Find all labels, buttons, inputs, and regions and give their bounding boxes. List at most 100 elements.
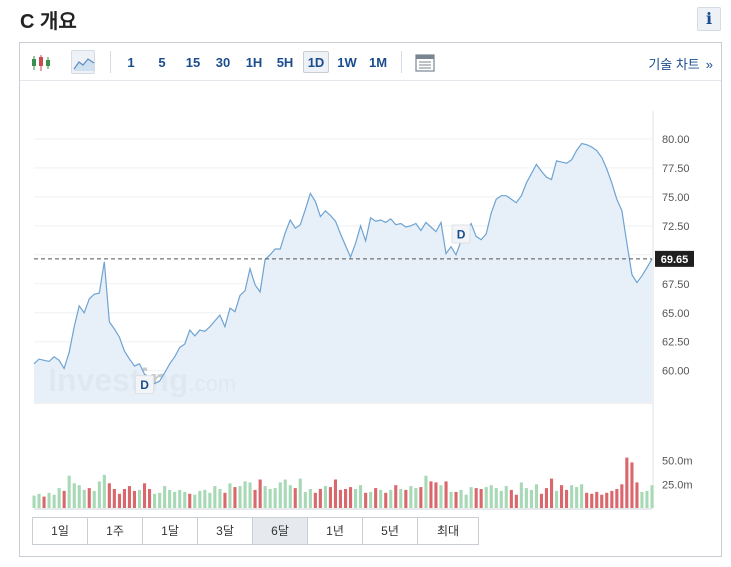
volume-bar — [178, 489, 182, 508]
volume-bar — [349, 487, 353, 508]
volume-bar — [132, 490, 136, 508]
info-button[interactable]: i — [697, 7, 721, 31]
volume-bar — [640, 491, 644, 508]
volume-bar — [303, 491, 307, 508]
dividend-marker-label: D — [140, 378, 149, 392]
range-3m-button[interactable]: 3달 — [198, 518, 253, 544]
interval-5-button[interactable]: 5 — [158, 55, 166, 70]
interval-1h-button[interactable]: 1H — [245, 55, 263, 70]
volume-bar — [560, 485, 564, 508]
y-tick-label: 65.00 — [662, 308, 690, 320]
interval-30-button[interactable]: 30 — [215, 55, 231, 70]
volume-bar — [293, 488, 297, 508]
volume-bar — [394, 485, 398, 508]
volume-bar — [374, 488, 378, 508]
volume-bar — [369, 491, 373, 508]
volume-bar — [509, 489, 513, 508]
volume-bar — [273, 488, 277, 508]
price-area — [34, 143, 652, 402]
range-1w-button[interactable]: 1주 — [88, 518, 143, 544]
chart-widget: 1 5 15 30 1H 5H 1D 1W 1M 기술 차트» Investin… — [19, 42, 722, 557]
volume-bar — [323, 486, 327, 508]
volume-bar — [97, 481, 101, 508]
y-tick-label: 62.50 — [662, 337, 690, 349]
volume-bar — [253, 489, 257, 508]
y-tick-label: 75.00 — [662, 192, 690, 204]
volume-bar — [454, 491, 458, 508]
volume-bar — [384, 492, 388, 508]
y-tick-label: 77.50 — [662, 163, 690, 175]
volume-bar — [102, 474, 106, 509]
volume-bar — [67, 475, 71, 508]
volume-bar — [223, 492, 227, 508]
candlestick-chart-button[interactable] — [28, 50, 52, 74]
volume-bar — [359, 485, 363, 508]
range-1d-button[interactable]: 1일 — [33, 518, 88, 544]
volume-bar — [489, 485, 493, 508]
volume-bar — [605, 492, 609, 508]
volume-bar — [484, 487, 488, 508]
interval-1w-button[interactable]: 1W — [337, 55, 357, 70]
volume-bar — [529, 489, 533, 508]
volume-bar — [263, 486, 267, 508]
volume-bar — [57, 488, 61, 508]
volume-bar — [575, 487, 579, 508]
range-1y-button[interactable]: 1년 — [308, 518, 363, 544]
volume-bar — [620, 484, 624, 509]
volume-bar — [158, 492, 162, 508]
technical-chart-link[interactable]: 기술 차트 » — [648, 54, 713, 73]
volume-bar — [163, 486, 167, 508]
interval-15-button[interactable]: 15 — [185, 55, 201, 70]
volume-bar — [615, 489, 619, 508]
volume-bar — [414, 488, 418, 508]
data-table-button[interactable] — [412, 50, 436, 74]
interval-5h-button[interactable]: 5H — [276, 55, 294, 70]
volume-bar — [138, 489, 142, 508]
volume-bar — [600, 494, 604, 508]
toolbar-separator — [110, 51, 111, 73]
range-max-button[interactable]: 최대 — [418, 518, 478, 544]
dividend-marker-label: D — [457, 227, 466, 241]
volume-bar — [248, 482, 252, 508]
interval-1d-button[interactable]: 1D — [303, 51, 329, 73]
volume-bar — [444, 481, 448, 508]
range-1m-button[interactable]: 1달 — [143, 518, 198, 544]
volume-bar — [409, 486, 413, 508]
volume-bar — [354, 489, 358, 508]
candlestick-chart-icon — [32, 55, 50, 71]
volume-bar — [82, 489, 86, 508]
volume-bar — [228, 483, 232, 508]
interval-1-button[interactable]: 1 — [127, 55, 135, 70]
y-tick-label: 67.50 — [662, 279, 690, 291]
interval-1m-button[interactable]: 1M — [368, 55, 388, 70]
volume-bar — [42, 496, 46, 508]
volume-bar — [635, 482, 639, 508]
price-chart[interactable]: Investing.com DD 80.0077.5075.0072.5070.… — [20, 81, 721, 511]
volume-bar — [32, 495, 36, 508]
dividend-marker[interactable] — [451, 224, 471, 244]
volume-bar — [112, 489, 116, 508]
volume-bar — [298, 478, 302, 508]
volume-bar — [278, 482, 282, 508]
volume-bar — [404, 489, 408, 508]
volume-bar — [434, 482, 438, 508]
volume-bar — [107, 483, 111, 508]
double-chevron-right-icon: » — [705, 57, 713, 72]
volume-bar — [268, 489, 272, 508]
dividend-marker[interactable] — [135, 375, 155, 395]
volume-bar — [630, 462, 634, 508]
volume-bar — [595, 491, 599, 508]
volume-bar — [338, 489, 342, 508]
volume-bar — [474, 488, 478, 508]
area-chart-button[interactable] — [71, 50, 95, 74]
volume-bar — [313, 492, 317, 508]
range-6m-button[interactable]: 6달 — [253, 518, 308, 544]
volume-bar — [534, 484, 538, 509]
table-icon — [415, 54, 435, 72]
range-5y-button[interactable]: 5년 — [363, 518, 418, 544]
volume-bar — [318, 489, 322, 508]
last-price-label: 69.65 — [661, 254, 689, 266]
volume-bar — [77, 485, 81, 508]
volume-bar — [419, 487, 423, 508]
volume-bar — [469, 487, 473, 508]
